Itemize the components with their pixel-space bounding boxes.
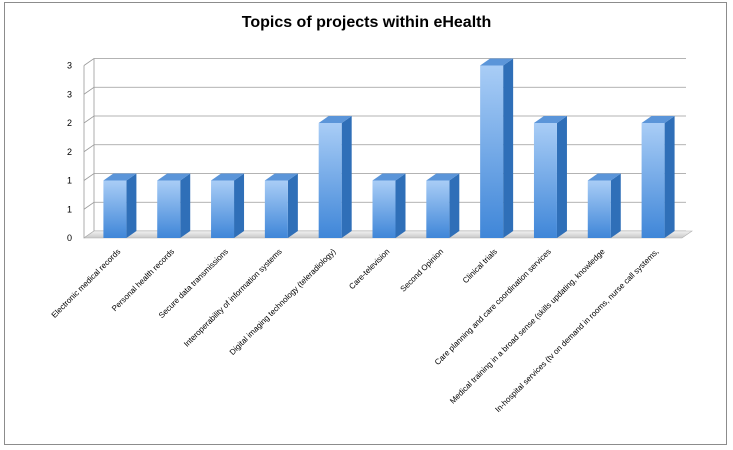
bar-front bbox=[426, 180, 450, 238]
bar-side bbox=[556, 116, 567, 238]
bar bbox=[641, 116, 675, 238]
bar bbox=[103, 173, 137, 238]
x-category-label: Second Opinion bbox=[399, 247, 446, 294]
gridline bbox=[83, 58, 686, 66]
bar bbox=[372, 173, 406, 238]
bar-front bbox=[641, 123, 665, 238]
x-category-label: Interoperability of information systems bbox=[182, 247, 284, 349]
y-tick-label: 3 bbox=[67, 61, 72, 71]
bar-top bbox=[587, 173, 621, 181]
y-tick-label: 1 bbox=[67, 176, 72, 186]
y-tick-label: 1 bbox=[67, 204, 72, 214]
x-category-label: Clinical trials bbox=[461, 247, 499, 285]
bar bbox=[587, 173, 621, 238]
bar-side bbox=[287, 173, 298, 238]
x-category-label: Care planning and care coordination serv… bbox=[433, 247, 553, 367]
bar-top bbox=[264, 173, 298, 181]
bar-front bbox=[103, 180, 127, 238]
gridline bbox=[83, 86, 686, 95]
bar-side bbox=[610, 173, 621, 238]
bar-top bbox=[533, 116, 567, 123]
gridline bbox=[83, 144, 686, 153]
bar-side bbox=[395, 173, 406, 238]
bar-top bbox=[372, 173, 406, 181]
y-tick-label: 0 bbox=[67, 233, 72, 243]
bar-top bbox=[318, 116, 352, 123]
y-tick-label: 3 bbox=[67, 89, 72, 99]
bar-front bbox=[318, 123, 342, 238]
bar-side bbox=[503, 58, 514, 238]
x-category-label: Digital imaging technology (teleradiolog… bbox=[228, 247, 338, 357]
bar bbox=[264, 173, 298, 238]
bar-top bbox=[641, 116, 675, 123]
bar-side bbox=[180, 173, 191, 238]
bar-top bbox=[211, 173, 245, 181]
bar-side bbox=[126, 173, 137, 238]
bar-front bbox=[264, 180, 288, 238]
gridline bbox=[83, 115, 686, 124]
bar-front bbox=[587, 180, 611, 238]
bar bbox=[211, 173, 245, 238]
bar-front bbox=[372, 180, 396, 238]
bar-front bbox=[480, 65, 504, 238]
bar-top bbox=[157, 173, 191, 181]
bar-side bbox=[341, 116, 352, 238]
bar-front bbox=[211, 180, 235, 238]
bar bbox=[533, 116, 567, 238]
bar bbox=[480, 58, 514, 238]
bar-side bbox=[234, 173, 245, 238]
y-tick-label: 2 bbox=[67, 147, 72, 157]
bar-top bbox=[103, 173, 137, 181]
bar-front bbox=[157, 180, 181, 238]
bar-front bbox=[533, 123, 557, 238]
bar-top bbox=[480, 58, 514, 66]
bar-side bbox=[664, 116, 675, 238]
bar bbox=[157, 173, 191, 238]
y-tick-label: 2 bbox=[67, 118, 72, 128]
chart-title: Topics of projects within eHealth bbox=[241, 14, 492, 31]
bar bbox=[318, 116, 352, 238]
bar-side bbox=[449, 173, 460, 238]
x-category-label: Care-television bbox=[347, 247, 391, 291]
bar-top bbox=[426, 173, 460, 181]
bar bbox=[426, 173, 460, 238]
